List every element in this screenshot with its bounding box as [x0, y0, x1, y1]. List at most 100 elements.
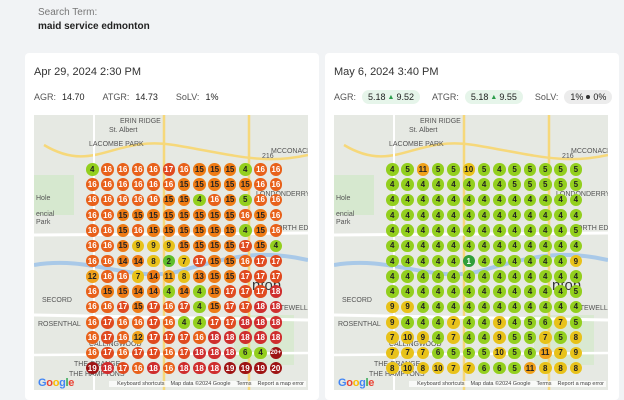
rank-cell[interactable]: 16 [254, 178, 267, 191]
rank-cell[interactable]: 8 [539, 361, 552, 375]
rank-cell[interactable]: 10 [431, 361, 445, 375]
rank-cell[interactable]: 17 [101, 331, 114, 344]
rank-cell[interactable]: 16 [116, 178, 130, 191]
rank-cell[interactable]: 10 [462, 163, 475, 176]
rank-cell[interactable]: 2 [162, 254, 175, 268]
rank-cell[interactable]: 9 [493, 316, 506, 329]
rank-cell[interactable]: 4 [508, 270, 521, 283]
rank-cell[interactable]: 4 [401, 254, 414, 268]
rank-cell[interactable]: 5 [523, 178, 537, 191]
rank-cell[interactable]: 15 [223, 163, 237, 176]
rank-cell[interactable]: 15 [116, 224, 130, 237]
rank-cell[interactable]: 17 [239, 285, 252, 298]
rank-cell[interactable]: 20 [269, 361, 283, 375]
rank-cell[interactable]: 8 [569, 331, 583, 344]
rank-cell[interactable]: 4 [386, 285, 399, 298]
rank-cell[interactable]: 15 [239, 178, 252, 191]
rank-cell[interactable]: 5 [554, 331, 567, 344]
rank-cell[interactable]: 15 [223, 178, 237, 191]
rank-cell[interactable]: 5 [462, 346, 475, 360]
rank-cell[interactable]: 4 [431, 316, 445, 329]
rank-cell[interactable]: 15 [162, 208, 175, 222]
rank-cell[interactable]: 4 [447, 270, 460, 283]
rank-cell[interactable]: 17 [269, 270, 283, 283]
rank-cell[interactable]: 16 [131, 224, 145, 237]
rank-cell[interactable]: 4 [416, 208, 430, 222]
rank-cell[interactable]: 4 [554, 254, 567, 268]
rank-cell[interactable]: 4 [462, 239, 475, 252]
rank-cell[interactable]: 14 [147, 285, 160, 298]
rank-cell[interactable]: 7 [539, 331, 552, 344]
rank-cell[interactable]: 9 [569, 346, 583, 360]
rank-cell[interactable]: 4 [386, 178, 399, 191]
rank-cell[interactable]: 15 [223, 270, 237, 283]
rank-cell[interactable]: 4 [569, 193, 583, 207]
rank-cell[interactable]: 4 [416, 239, 430, 252]
rank-cell[interactable]: 4 [431, 193, 445, 207]
rank-cell[interactable]: 16 [254, 193, 267, 207]
rank-cell[interactable]: 15 [193, 239, 206, 252]
rank-cell[interactable]: 18 [208, 346, 221, 360]
keyboard-shortcuts-link[interactable]: Keyboard shortcuts [117, 381, 165, 387]
rank-cell[interactable]: 4 [254, 346, 267, 360]
rank-cell[interactable]: 4 [193, 316, 206, 329]
rank-cell[interactable]: 4 [508, 208, 521, 222]
rank-cell[interactable]: 18 [177, 361, 191, 375]
rank-cell[interactable]: 4 [386, 208, 399, 222]
rank-cell[interactable]: 15 [193, 163, 206, 176]
rank-cell[interactable]: 4 [462, 300, 475, 314]
rank-cell[interactable]: 8 [147, 254, 160, 268]
rank-cell[interactable]: 4 [477, 316, 491, 329]
rank-cell[interactable]: 4 [523, 300, 537, 314]
rank-cell[interactable]: 4 [401, 270, 414, 283]
rank-cell[interactable]: 18 [254, 316, 267, 329]
rank-cell[interactable]: 16 [162, 178, 175, 191]
rank-cell[interactable]: 7 [554, 346, 567, 360]
rank-cell[interactable]: 4 [523, 208, 537, 222]
rank-cell[interactable]: 4 [431, 239, 445, 252]
rank-cell[interactable]: 15 [208, 239, 221, 252]
rank-cell[interactable]: 5 [569, 285, 583, 298]
rank-cell[interactable]: 4 [431, 300, 445, 314]
rank-grid-map[interactable]: ERIN RIDGE St. Albert LACOMBE PARK MCCONACH… [34, 115, 308, 390]
rank-cell[interactable]: 4 [86, 163, 99, 176]
rank-cell[interactable]: 16 [86, 316, 99, 329]
rank-cell[interactable]: 4 [386, 224, 399, 237]
rank-cell[interactable]: 16 [116, 346, 130, 360]
rank-cell[interactable]: 7 [386, 346, 399, 360]
rank-cell[interactable]: 4 [386, 193, 399, 207]
rank-cell[interactable]: 13 [193, 270, 206, 283]
rank-cell[interactable]: 11 [162, 270, 175, 283]
rank-cell[interactable]: 15 [208, 300, 221, 314]
rank-cell[interactable]: 15 [208, 270, 221, 283]
rank-cell[interactable]: 4 [554, 193, 567, 207]
rank-cell[interactable]: 15 [162, 224, 175, 237]
rank-cell[interactable]: 1 [462, 254, 475, 268]
rank-cell[interactable]: 15 [208, 163, 221, 176]
rank-cell[interactable]: 4 [508, 316, 521, 329]
rank-cell[interactable]: 16 [162, 346, 175, 360]
rank-cell[interactable]: 4 [493, 193, 506, 207]
rank-cell[interactable]: 16 [86, 224, 99, 237]
rank-cell[interactable]: 18 [254, 300, 267, 314]
rank-cell[interactable]: 11 [523, 361, 537, 375]
rank-cell[interactable]: 4 [431, 270, 445, 283]
rank-cell[interactable]: 15 [223, 193, 237, 207]
rank-cell[interactable]: 17 [239, 239, 252, 252]
rank-cell[interactable]: 4 [493, 300, 506, 314]
rank-cell[interactable]: 7 [462, 361, 475, 375]
rank-cell[interactable]: 14 [177, 285, 191, 298]
rank-cell[interactable]: 4 [493, 178, 506, 191]
rank-cell[interactable]: 5 [477, 346, 491, 360]
rank-cell[interactable]: 15 [116, 208, 130, 222]
rank-cell[interactable]: 16 [86, 300, 99, 314]
rank-cell[interactable]: 16 [269, 163, 283, 176]
rank-cell[interactable]: 16 [269, 178, 283, 191]
rank-cell[interactable]: 7 [177, 254, 191, 268]
rank-cell[interactable]: 4 [193, 193, 206, 207]
rank-cell[interactable]: 4 [477, 300, 491, 314]
rank-cell[interactable]: 17 [223, 316, 237, 329]
rank-cell[interactable]: 15 [177, 224, 191, 237]
rank-cell[interactable]: 4 [447, 300, 460, 314]
rank-cell[interactable]: 4 [539, 193, 552, 207]
